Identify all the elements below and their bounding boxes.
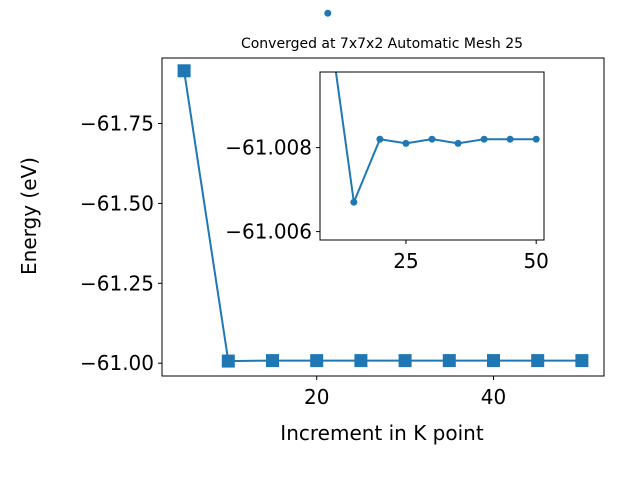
inset-y-tick-label: −61.006 (225, 220, 312, 244)
main-y-tick-label: −61.50 (80, 191, 154, 215)
main-y-tick-label: −61.00 (80, 351, 154, 375)
inset-x-ticks: 25 50 (393, 240, 549, 273)
main-series-line (183, 70, 582, 363)
inset-x-tick-label: 50 (523, 249, 548, 273)
inset-data-point (350, 198, 358, 206)
main-x-tick-label: 20 (304, 385, 329, 409)
inset-data-point (480, 135, 488, 143)
inset-data-point (454, 139, 462, 147)
main-x-tick-label: 40 (481, 385, 506, 409)
inset-data-point (376, 135, 384, 143)
inset-x-tick-label: 25 (393, 249, 418, 273)
main-data-point (221, 354, 235, 368)
main-x-ticks: 20 40 (304, 376, 506, 409)
main-y-tick-label: −61.75 (80, 112, 154, 136)
inset-y-ticks: −61.008 −61.006 (225, 136, 320, 244)
main-data-point (354, 354, 368, 368)
inset-data-point (532, 135, 540, 143)
inset-plot-frame (319, 71, 545, 241)
inset-series (324, 9, 540, 206)
inset-plot-background (320, 72, 544, 240)
main-data-point (575, 354, 589, 368)
inset-y-tick-label: −61.008 (225, 136, 312, 160)
main-data-point (266, 354, 279, 368)
main-plot: 20 40 −61.00−61.25−61.50−61.75 (80, 57, 605, 409)
inset-plot: 25 50 −61.008 −61.006 (225, 9, 549, 273)
main-y-tick-label: −61.25 (80, 271, 154, 295)
chart-title: Converged at 7x7x2 Automatic Mesh 25 (241, 36, 523, 52)
main-data-point (398, 354, 412, 368)
x-axis-label: Increment in K point (280, 421, 484, 445)
main-series (177, 64, 589, 368)
main-data-point (442, 354, 456, 368)
main-data-point (531, 354, 545, 368)
y-axis-label: Energy (eV) (17, 157, 41, 275)
main-data-point (177, 64, 191, 78)
inset-data-point (428, 135, 436, 143)
main-data-point (310, 354, 324, 368)
inset-data-point (324, 9, 332, 17)
inset-data-point (506, 135, 514, 143)
inset-data-point (402, 139, 410, 147)
main-y-ticks: −61.00 −61.25 −61.50 −61.75 (80, 112, 162, 375)
main-data-point (487, 354, 500, 368)
main-plot-frame (161, 57, 605, 377)
